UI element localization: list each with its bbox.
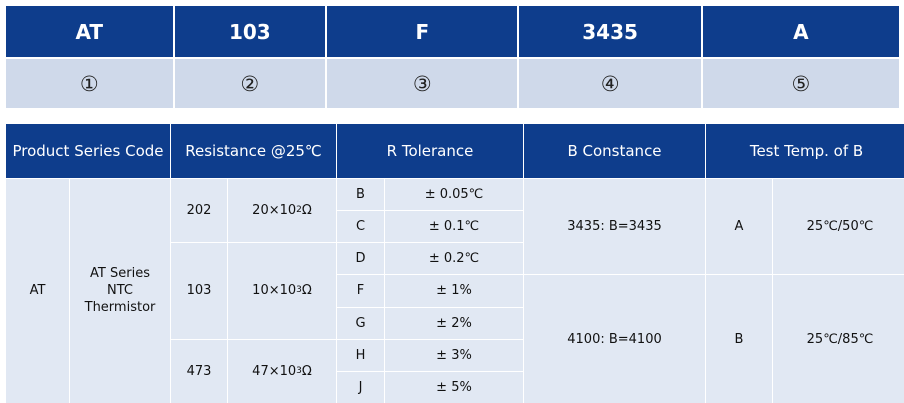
test-temp-code: A xyxy=(706,179,772,275)
resistance-value: 10×10 3 Ω xyxy=(228,243,336,339)
tolerance-code: H xyxy=(337,339,384,371)
resistance-value: 47×10 3 Ω xyxy=(228,339,336,403)
tolerance-value: ± 5% xyxy=(385,371,523,403)
resistance-code: 202 xyxy=(171,179,227,243)
spec-table: Product Series Code Resistance @25℃ R To… xyxy=(6,124,904,403)
b-constance-value: 4100: B=4100 xyxy=(524,275,705,403)
tolerance-value: ± 0.05℃ xyxy=(385,179,523,211)
code-index-3: ③ xyxy=(327,59,520,108)
tolerance-code: D xyxy=(337,243,384,275)
header-b-constance: B Constance xyxy=(524,124,705,178)
resistance-value: 20×10 2 Ω xyxy=(228,179,336,243)
code-index-4: ④ xyxy=(519,59,703,108)
header-tolerance: R Tolerance xyxy=(337,124,523,178)
header-resistance: Resistance @25℃ xyxy=(171,124,336,178)
header-test-temp: Test Temp. of B xyxy=(706,124,904,178)
tolerance-value: ± 2% xyxy=(385,307,523,339)
tolerance-value: ± 1% xyxy=(385,275,523,307)
tolerance-value: ± 0.1℃ xyxy=(385,211,523,243)
test-temp-value: 25℃/85℃ xyxy=(773,275,904,403)
b-constance-value: 3435: B=3435 xyxy=(524,179,705,275)
test-temp-code: B xyxy=(706,275,772,403)
header-series: Product Series Code xyxy=(6,124,170,178)
code-index-1: ① xyxy=(6,59,175,108)
code-header-row: AT 103 F 3435 A xyxy=(6,6,899,57)
code-part-1: AT xyxy=(6,6,175,57)
code-part-3: F xyxy=(327,6,520,57)
code-index-5: ⑤ xyxy=(702,59,899,108)
tolerance-code: J xyxy=(337,371,384,403)
code-index-row: ① ② ③ ④ ⑤ xyxy=(6,59,899,108)
code-part-4: 3435 xyxy=(519,6,703,57)
tolerance-value: ± 0.2℃ xyxy=(385,243,523,275)
tolerance-code: G xyxy=(337,307,384,339)
code-part-5: A xyxy=(702,6,899,57)
resistance-code: 473 xyxy=(171,339,227,403)
code-breakdown: AT 103 F 3435 A ① ② ③ ④ ⑤ xyxy=(6,6,899,108)
code-part-2: 103 xyxy=(174,6,328,57)
tolerance-code: F xyxy=(337,275,384,307)
code-index-2: ② xyxy=(174,59,328,108)
series-name: AT Series NTC Thermistor xyxy=(70,179,170,403)
tolerance-code: B xyxy=(337,179,384,211)
series-code: AT xyxy=(6,179,69,403)
tolerance-value: ± 3% xyxy=(385,339,523,371)
test-temp-value: 25℃/50℃ xyxy=(773,179,904,275)
tolerance-code: C xyxy=(337,211,384,243)
resistance-code: 103 xyxy=(171,243,227,339)
